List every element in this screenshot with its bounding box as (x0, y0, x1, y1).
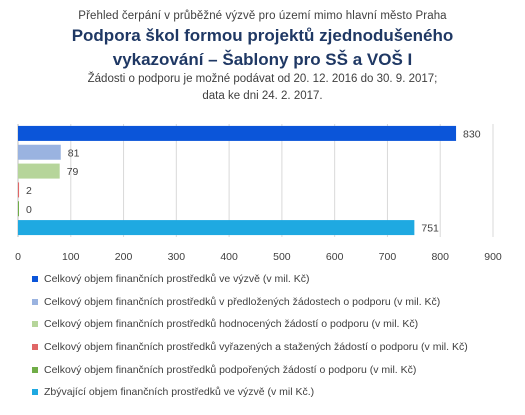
x-tick-label: 700 (379, 251, 397, 263)
x-tick-label: 600 (326, 251, 344, 263)
x-tick-label: 500 (273, 251, 291, 263)
x-tick-label: 400 (220, 251, 238, 263)
data-label: 751 (421, 223, 439, 235)
chart-title-line-2: vykazování – Šablony pro SŠ a VOŠ I (112, 50, 413, 69)
data-label: 79 (67, 166, 79, 178)
legend-swatch (32, 276, 38, 283)
legend-label: Zbývající objem finančních prostředků ve… (44, 386, 315, 399)
bar (18, 144, 61, 160)
legend-swatch (32, 298, 38, 305)
legend-label: Celkový objem finančních prostředků hodn… (44, 318, 419, 331)
chart-subtitle-line-2: data ke dni 24. 2. 2017. (202, 90, 323, 102)
bar-chart: 0 100 200 300 400 500 600 700 800 900 830 81 79 2 0 751 (15, 124, 502, 263)
chart-subtitle-line-1: Žádosti o podporu je možné podávat od 20… (87, 73, 438, 85)
chart-supertitle: Přehled čerpání v průběžné výzvě pro úze… (78, 10, 447, 22)
data-label: 81 (68, 147, 80, 159)
data-label: 0 (26, 204, 32, 216)
x-tick-label: 100 (62, 251, 80, 263)
legend-item: Celkový objem finančních prostředků v př… (32, 291, 468, 314)
legend-item: Celkový objem finančních prostředků ve v… (32, 268, 468, 291)
legend-item: Celkový objem finančních prostředků vyřa… (32, 336, 468, 359)
legend-label: Celkový objem finančních prostředků v př… (44, 295, 441, 308)
legend-swatch (32, 366, 38, 373)
legend-swatch (32, 344, 38, 351)
x-tick-label: 200 (115, 251, 133, 263)
chart-title-line-1: Podpora škol formou projektů zjednodušen… (71, 26, 454, 45)
x-tick-label: 0 (15, 251, 21, 263)
bar (18, 125, 457, 141)
legend-label: Celkový objem finančních prostředků vyřa… (44, 341, 468, 354)
x-tick-label: 300 (168, 251, 186, 263)
x-tick-label: 800 (431, 251, 449, 263)
legend-label: Celkový objem finančních prostředků podp… (44, 363, 417, 376)
legend-item: Zbývající objem finančních prostředků ve… (32, 381, 468, 404)
legend-label: Celkový objem finančních prostředků ve v… (44, 273, 310, 286)
data-label: 2 (26, 185, 32, 197)
x-tick-label: 900 (484, 251, 502, 263)
legend-swatch (32, 389, 38, 396)
bar (18, 201, 19, 217)
chart-header: Přehled čerpání v průběžné výzvě pro úze… (0, 10, 525, 104)
legend-swatch (32, 321, 38, 328)
data-label: 830 (463, 128, 481, 140)
bar (18, 220, 415, 236)
legend-item: Celkový objem finančních prostředků podp… (32, 358, 468, 381)
legend-item: Celkový objem finančních prostředků hodn… (32, 313, 468, 336)
bar (18, 182, 20, 198)
bar (18, 163, 60, 179)
chart-legend: Celkový objem finančních prostředků ve v… (32, 268, 468, 404)
